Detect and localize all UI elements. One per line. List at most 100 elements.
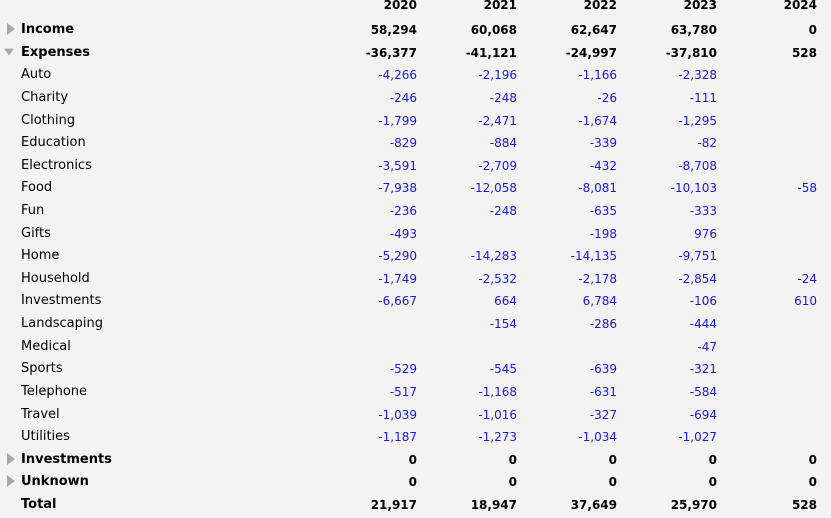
value-cell[interactable]: -154 xyxy=(489,317,517,331)
value-cell[interactable]: -198 xyxy=(589,227,617,241)
value-cell[interactable]: -9,751 xyxy=(678,249,717,263)
value-cell[interactable]: 610 xyxy=(794,294,817,308)
value-cell[interactable]: -2,328 xyxy=(678,68,717,82)
year-header-2024[interactable]: 2024 xyxy=(783,0,817,12)
value-cell[interactable]: -248 xyxy=(489,91,517,105)
value-cell[interactable]: -545 xyxy=(489,362,517,376)
table-row[interactable]: Medical -47 xyxy=(0,336,831,359)
table-row[interactable]: Electronics -3,591 -2,709 -432 -8,708 xyxy=(0,155,831,178)
value-cell[interactable]: -1,166 xyxy=(578,68,617,82)
value-cell[interactable]: 18,947 xyxy=(470,498,517,512)
table-row[interactable]: Clothing -1,799 -2,471 -1,674 -1,295 xyxy=(0,110,831,133)
value-cell[interactable]: -24,997 xyxy=(565,46,617,60)
value-cell[interactable]: -14,283 xyxy=(470,249,517,263)
table-row[interactable]: Gifts -493 -198 976 xyxy=(0,223,831,246)
value-cell[interactable]: -829 xyxy=(389,136,417,150)
value-cell[interactable]: 58,294 xyxy=(370,23,417,37)
table-row[interactable]: Sports -529 -545 -639 -321 xyxy=(0,358,831,381)
table-row[interactable]: Auto -4,266 -2,196 -1,166 -2,328 xyxy=(0,64,831,87)
value-cell[interactable]: -47 xyxy=(697,340,717,354)
table-row[interactable]: Home -5,290 -14,283 -14,135 -9,751 xyxy=(0,245,831,268)
value-cell[interactable]: -517 xyxy=(389,385,417,399)
value-cell[interactable]: -1,295 xyxy=(678,114,717,128)
value-cell[interactable]: -2,854 xyxy=(678,272,717,286)
expand-arrow-icon[interactable] xyxy=(6,22,16,36)
table-row[interactable]: Telephone -517 -1,168 -631 -584 xyxy=(0,381,831,404)
value-cell[interactable]: -1,027 xyxy=(678,430,717,444)
value-cell[interactable]: 0 xyxy=(508,475,517,489)
value-cell[interactable]: 0 xyxy=(808,23,817,37)
value-cell[interactable]: 6,784 xyxy=(582,294,617,308)
value-cell[interactable]: -1,273 xyxy=(478,430,517,444)
value-cell[interactable]: -36,377 xyxy=(365,46,417,60)
value-cell[interactable]: 60,068 xyxy=(470,23,517,37)
value-cell[interactable]: -1,039 xyxy=(378,408,417,422)
value-cell[interactable]: -1,034 xyxy=(578,430,617,444)
value-cell[interactable]: 63,780 xyxy=(670,23,717,37)
table-row[interactable]: Fun -236 -248 -635 -333 xyxy=(0,200,831,223)
value-cell[interactable]: 0 xyxy=(808,453,817,467)
value-cell[interactable]: -444 xyxy=(689,317,717,331)
table-row[interactable]: Investments -6,667 664 6,784 -106 610 xyxy=(0,290,831,313)
value-cell[interactable]: -321 xyxy=(689,362,717,376)
value-cell[interactable]: -82 xyxy=(697,136,717,150)
value-cell[interactable]: 664 xyxy=(494,294,517,308)
value-cell[interactable]: -2,178 xyxy=(578,272,617,286)
value-cell[interactable]: -8,708 xyxy=(678,159,717,173)
value-cell[interactable]: -12,058 xyxy=(470,181,517,195)
table-row[interactable]: Landscaping -154 -286 -444 xyxy=(0,313,831,336)
value-cell[interactable]: 0 xyxy=(508,453,517,467)
value-cell[interactable]: -248 xyxy=(489,204,517,218)
value-cell[interactable]: -635 xyxy=(589,204,617,218)
value-cell[interactable]: -1,674 xyxy=(578,114,617,128)
value-cell[interactable]: -339 xyxy=(589,136,617,150)
value-cell[interactable]: 0 xyxy=(708,475,717,489)
value-cell[interactable]: -37,810 xyxy=(665,46,717,60)
value-cell[interactable]: 0 xyxy=(808,475,817,489)
value-cell[interactable]: -432 xyxy=(589,159,617,173)
value-cell[interactable]: -1,187 xyxy=(378,430,417,444)
value-cell[interactable]: 0 xyxy=(708,453,717,467)
table-row[interactable]: Food -7,938 -12,058 -8,081 -10,103 -58 xyxy=(0,177,831,200)
value-cell[interactable]: -694 xyxy=(689,408,717,422)
table-row[interactable]: Unknown 0 0 0 0 0 xyxy=(0,471,831,494)
value-cell[interactable]: -24 xyxy=(797,272,817,286)
value-cell[interactable]: -14,135 xyxy=(570,249,617,263)
value-cell[interactable]: -4,266 xyxy=(378,68,417,82)
value-cell[interactable]: 976 xyxy=(694,227,717,241)
value-cell[interactable]: -5,290 xyxy=(378,249,417,263)
value-cell[interactable]: -58 xyxy=(797,181,817,195)
table-row[interactable]: Household -1,749 -2,532 -2,178 -2,854 -24 xyxy=(0,268,831,291)
year-header-2021[interactable]: 2021 xyxy=(483,0,517,12)
table-row[interactable]: Charity -246 -248 -26 -111 xyxy=(0,87,831,110)
table-row[interactable]: Income 58,294 60,068 62,647 63,780 0 xyxy=(0,19,831,42)
collapse-arrow-icon[interactable] xyxy=(4,45,14,59)
value-cell[interactable]: -111 xyxy=(689,91,717,105)
value-cell[interactable]: -26 xyxy=(597,91,617,105)
value-cell[interactable]: 0 xyxy=(408,475,417,489)
table-row[interactable]: Investments 0 0 0 0 0 xyxy=(0,449,831,472)
value-cell[interactable]: -631 xyxy=(589,385,617,399)
value-cell[interactable]: -327 xyxy=(589,408,617,422)
value-cell[interactable]: -8,081 xyxy=(578,181,617,195)
value-cell[interactable]: -7,938 xyxy=(378,181,417,195)
table-row[interactable]: Total 21,917 18,947 37,649 25,970 528 xyxy=(0,494,831,517)
year-header-2022[interactable]: 2022 xyxy=(583,0,617,12)
expand-arrow-icon[interactable] xyxy=(6,474,16,488)
year-header-2023[interactable]: 2023 xyxy=(683,0,717,12)
value-cell[interactable]: 0 xyxy=(608,453,617,467)
value-cell[interactable]: -10,103 xyxy=(670,181,717,195)
value-cell[interactable]: -3,591 xyxy=(378,159,417,173)
value-cell[interactable]: -2,709 xyxy=(478,159,517,173)
value-cell[interactable]: 25,970 xyxy=(670,498,717,512)
value-cell[interactable]: -41,121 xyxy=(465,46,517,60)
table-row[interactable]: Utilities -1,187 -1,273 -1,034 -1,027 xyxy=(0,426,831,449)
value-cell[interactable]: -106 xyxy=(689,294,717,308)
value-cell[interactable]: -246 xyxy=(389,91,417,105)
expand-arrow-icon[interactable] xyxy=(6,452,16,466)
table-row[interactable]: Expenses -36,377 -41,121 -24,997 -37,810 528 xyxy=(0,42,831,65)
value-cell[interactable]: 0 xyxy=(608,475,617,489)
value-cell[interactable]: -333 xyxy=(689,204,717,218)
value-cell[interactable]: -639 xyxy=(589,362,617,376)
value-cell[interactable]: -2,532 xyxy=(478,272,517,286)
